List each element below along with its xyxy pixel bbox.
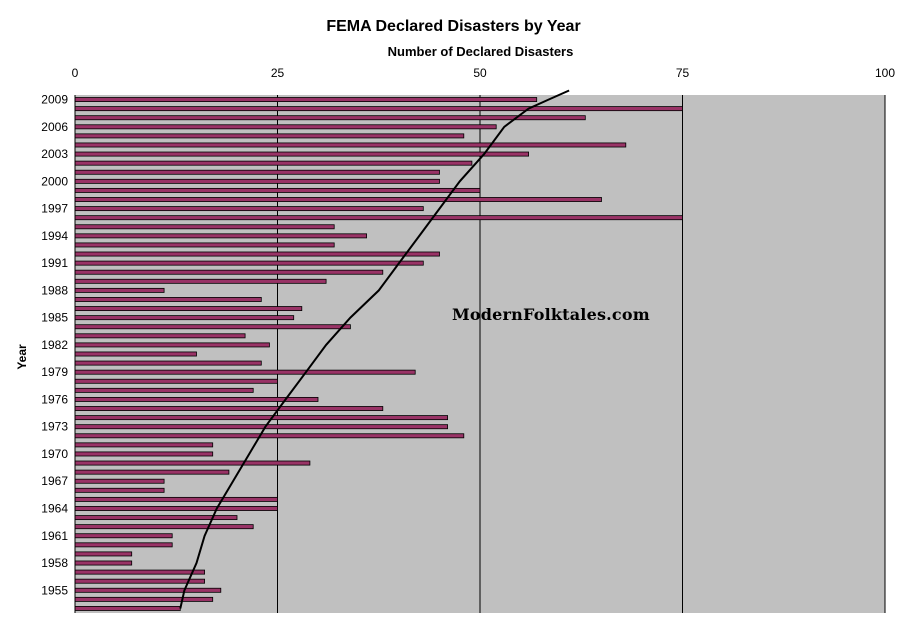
watermark: ModernFolktales.com (452, 305, 650, 324)
bar-1976 (74, 396, 319, 402)
bar-1999 (74, 187, 481, 193)
bar-1966 (74, 487, 165, 493)
y-tick-label: 1964 (41, 501, 68, 515)
bar-1957 (74, 569, 206, 575)
bar-1972 (74, 433, 465, 439)
x-tick-label: 50 (473, 66, 487, 80)
chart-title: FEMA Declared Disasters by Year (326, 18, 581, 35)
bar-1981 (74, 351, 197, 357)
bar-1974 (74, 415, 449, 421)
bar-1996 (74, 215, 683, 221)
bar-1964 (74, 506, 278, 511)
y-tick-label: 1982 (41, 338, 68, 352)
y-tick-label: 2000 (41, 174, 68, 188)
bar-1953 (74, 606, 181, 611)
bar-1990 (74, 269, 384, 275)
bar-1988 (74, 287, 165, 293)
bar-1989 (74, 278, 327, 284)
y-tick-label: 2003 (41, 147, 68, 161)
bar-2009 (74, 97, 538, 102)
bar-1956 (74, 578, 206, 584)
bar-2008 (74, 106, 683, 112)
y-tick-label: 1970 (41, 447, 68, 461)
bar-1975 (74, 406, 384, 411)
bar-1992 (74, 251, 440, 257)
bar-1967 (74, 478, 165, 484)
bar-2006 (74, 124, 497, 130)
y-tick-label: 2006 (41, 120, 68, 134)
bar-2002 (74, 160, 473, 166)
y-tick-labels: 2009 2006 2003 2000 1997 1994 1991 1988 1985 1982… (41, 93, 68, 598)
bar-1962 (74, 524, 254, 530)
bar-1983 (74, 333, 246, 339)
bar-1959 (74, 551, 133, 557)
bar-1980 (74, 360, 262, 366)
bar-1954 (74, 596, 214, 602)
y-tick-label: 2009 (41, 93, 68, 107)
y-tick-label: 1955 (41, 583, 68, 597)
bar-1998 (74, 197, 602, 202)
x-tick-labels: 0 25 50 75 100 (72, 66, 896, 80)
bar-1968 (74, 469, 230, 475)
bar-1984 (74, 324, 351, 330)
y-tick-label: 1991 (41, 256, 68, 270)
y-tick-label: 1961 (41, 529, 68, 543)
bar-1979 (74, 369, 416, 375)
bar-1961 (74, 533, 173, 539)
bar-1955 (74, 587, 222, 593)
bar-1994 (74, 233, 368, 239)
x-tick-label: 0 (72, 66, 79, 80)
y-tick-label: 1958 (41, 556, 68, 570)
y-tick-label: 1994 (41, 229, 68, 243)
bar-1958 (74, 560, 133, 566)
y-tick-label: 1979 (41, 365, 68, 379)
bar-1970 (74, 451, 214, 457)
bar-1991 (74, 260, 424, 266)
bar-2001 (74, 169, 440, 175)
x-tick-label: 75 (676, 66, 690, 80)
y-tick-label: 1976 (41, 392, 68, 406)
bar-1969 (74, 460, 311, 466)
y-tick-label: 1997 (41, 202, 68, 216)
bar-1973 (74, 424, 449, 430)
bar-1987 (74, 297, 262, 302)
bar-1971 (74, 442, 214, 448)
bar-1965 (74, 496, 278, 502)
y-tick-label: 1973 (41, 420, 68, 434)
bar-2004 (74, 142, 627, 148)
bar-1982 (74, 342, 270, 348)
bar-2005 (74, 133, 465, 139)
bar-1978 (74, 378, 278, 384)
bar-1997 (74, 206, 424, 212)
trend-line (179, 89, 570, 609)
y-tick-label: 1967 (41, 474, 68, 488)
bar-2000 (74, 178, 440, 184)
bar-1993 (74, 242, 335, 248)
bar-1977 (74, 387, 254, 393)
bar-1985 (74, 315, 295, 321)
x-tick-label: 100 (875, 66, 895, 80)
bar-2007 (74, 115, 586, 121)
bar-1995 (74, 224, 335, 230)
bar-1960 (74, 542, 173, 548)
bar-2003 (74, 151, 530, 157)
bar-1986 (74, 306, 303, 312)
y-tick-label: 1988 (41, 283, 68, 297)
x-axis-title: Number of Declared Disasters (387, 44, 574, 59)
x-tick-label: 25 (271, 66, 285, 80)
y-tick-label: 1985 (41, 311, 68, 325)
